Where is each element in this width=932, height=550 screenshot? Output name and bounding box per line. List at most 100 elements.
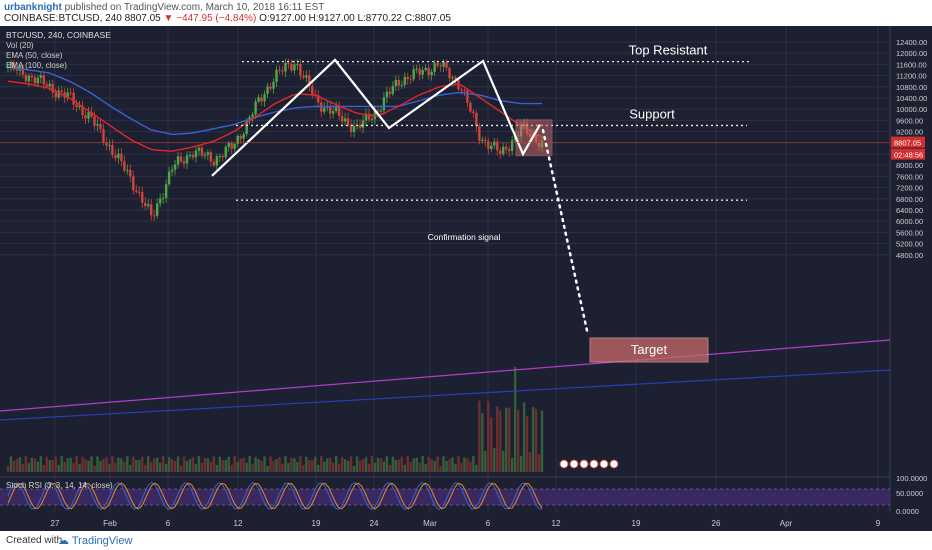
candle-body bbox=[367, 113, 371, 120]
candle-body bbox=[370, 119, 374, 121]
candle-body bbox=[170, 169, 174, 172]
candle-body bbox=[272, 81, 275, 89]
time-axis[interactable]: 27 Feb 6 12 19 24 Mar 6 12 19 26 Apr 9 bbox=[0, 515, 932, 531]
stoch-k-line bbox=[7, 481, 543, 511]
volume-bar bbox=[179, 465, 183, 472]
price-tick-label: 12400.00 bbox=[896, 38, 927, 47]
volume-bar bbox=[108, 463, 111, 472]
candle-body bbox=[290, 63, 293, 71]
candle-body bbox=[400, 84, 403, 86]
stoch-tick-label: 0.0000 bbox=[896, 507, 919, 516]
event-marker-icon bbox=[559, 459, 569, 469]
candle-body bbox=[39, 75, 43, 78]
candle-body bbox=[445, 61, 448, 68]
candle-body bbox=[167, 171, 171, 185]
stoch-rsi-label: Stoch RSI (3, 3, 14, 14, close) bbox=[6, 481, 113, 490]
volume-bar bbox=[60, 456, 63, 472]
volume-bar bbox=[57, 464, 60, 472]
volume-bar bbox=[397, 459, 401, 472]
candle-body bbox=[436, 63, 439, 66]
volume-bar bbox=[436, 456, 439, 472]
volume-bar bbox=[326, 458, 329, 472]
volume-bar bbox=[305, 456, 308, 472]
candle-body bbox=[191, 155, 195, 158]
published-text: published on TradingView.com, March 10, … bbox=[64, 2, 325, 13]
candle-body bbox=[424, 67, 427, 71]
event-marker-icon bbox=[609, 459, 619, 469]
event-marker-icon bbox=[569, 459, 579, 469]
price-tick-label: 5600.00 bbox=[896, 228, 923, 237]
candle-body bbox=[84, 115, 87, 119]
candle-body bbox=[48, 83, 51, 87]
volume-bar bbox=[263, 456, 266, 472]
volume-bar bbox=[502, 450, 505, 472]
candlesticks bbox=[6, 58, 544, 222]
candle-body bbox=[499, 150, 502, 155]
candle-body bbox=[472, 111, 475, 113]
candle-body bbox=[475, 112, 478, 126]
volume-bar bbox=[534, 408, 538, 472]
candle-body bbox=[60, 90, 63, 93]
volume-bar bbox=[93, 465, 96, 472]
author-link[interactable]: urbanknight bbox=[4, 2, 62, 13]
blue-trendline bbox=[0, 369, 891, 421]
volume-bar bbox=[203, 457, 207, 472]
candle-body bbox=[409, 79, 412, 81]
volume-bar bbox=[149, 461, 153, 472]
volume-bar bbox=[117, 457, 120, 472]
price-axis[interactable]: 12400.00 12000.00 11600.00 11200.00 10800.00… bbox=[0, 38, 927, 260]
volume-bar bbox=[200, 462, 204, 472]
volume-bar bbox=[239, 458, 242, 472]
created-with-text: Created with bbox=[6, 535, 63, 546]
time-tick-label: 27 bbox=[51, 519, 60, 528]
volume-bar bbox=[242, 457, 245, 472]
price-chart[interactable]: Top Resistant Support Confirmation signal T… bbox=[0, 26, 932, 531]
candle-body bbox=[129, 169, 132, 177]
candle-body bbox=[469, 102, 472, 112]
candle-body bbox=[182, 161, 186, 164]
annotations: Top Resistant Support Confirmation signal T… bbox=[211, 43, 752, 469]
volume-bar bbox=[152, 458, 156, 472]
current-price-tag bbox=[891, 136, 925, 148]
volume-bar bbox=[490, 417, 493, 472]
time-tick-label: 24 bbox=[370, 519, 379, 528]
volume-bar bbox=[54, 456, 57, 472]
volume-bar bbox=[141, 456, 144, 472]
candle-body bbox=[200, 147, 204, 156]
volume-bar bbox=[358, 460, 362, 472]
candle-body bbox=[221, 156, 224, 158]
time-tick-label: 19 bbox=[312, 519, 321, 528]
volume-bar bbox=[39, 456, 43, 472]
volume-bar bbox=[484, 450, 487, 472]
countdown-text: 02:48:56 bbox=[894, 151, 923, 160]
candle-body bbox=[188, 155, 192, 157]
volume-bar bbox=[522, 402, 526, 472]
volume-bar bbox=[391, 456, 395, 472]
volume-bar bbox=[510, 457, 514, 472]
candle-body bbox=[269, 86, 272, 89]
volume-bar bbox=[537, 454, 541, 472]
volume-bar bbox=[376, 457, 380, 472]
volume-bar bbox=[245, 462, 248, 472]
stoch-tick-label: 50.0000 bbox=[896, 489, 923, 498]
volume-bar bbox=[505, 407, 508, 472]
volume-bar bbox=[158, 462, 162, 472]
candle-body bbox=[308, 75, 311, 86]
candle-body bbox=[296, 64, 299, 66]
candle-body bbox=[510, 140, 514, 152]
volume-bar bbox=[406, 456, 409, 472]
volume-bar bbox=[507, 407, 511, 472]
volume-bar bbox=[30, 457, 34, 472]
volume-bar bbox=[290, 457, 293, 472]
legend-entry: EMA (100, close) bbox=[6, 61, 67, 70]
volume-bar bbox=[355, 456, 359, 472]
candle-body bbox=[242, 134, 245, 139]
candle-body bbox=[287, 63, 290, 65]
candle-body bbox=[21, 66, 25, 75]
candle-body bbox=[155, 203, 159, 216]
volume-bar bbox=[167, 457, 171, 472]
volume-bar bbox=[293, 458, 296, 472]
volume-bar bbox=[519, 455, 523, 472]
tradingview-logo[interactable]: ☁ TradingView bbox=[58, 535, 133, 547]
change-arrow-icon: ▼ bbox=[163, 13, 174, 24]
